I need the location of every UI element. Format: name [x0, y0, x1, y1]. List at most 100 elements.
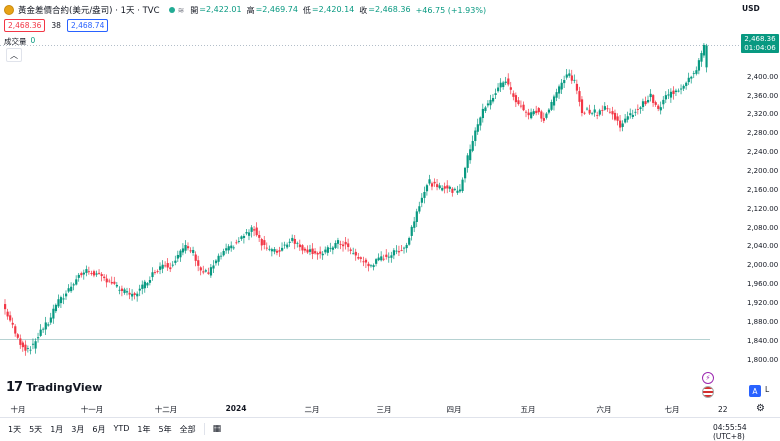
candle-body	[21, 342, 24, 348]
candle-body	[469, 149, 472, 161]
candle-body	[403, 247, 406, 249]
candle-body	[336, 240, 340, 244]
clock-timezone[interactable]: 04:55:54 (UTC+8)	[713, 423, 747, 441]
candle-body	[245, 232, 248, 234]
candle-body	[14, 326, 17, 334]
candle-body	[697, 60, 701, 71]
candle-body	[301, 245, 304, 251]
candle-body	[367, 263, 370, 267]
tradingview-logo[interactable]: 17 TradingView	[6, 380, 102, 395]
timeframe-4[interactable]: 6月	[92, 424, 106, 434]
candle-body	[314, 251, 317, 254]
timeframe-5[interactable]: YTD	[113, 423, 130, 433]
candle-body	[438, 185, 441, 189]
candle-body	[647, 99, 650, 103]
lightning-icon[interactable]: ⚡	[702, 372, 714, 384]
price-chart[interactable]	[0, 28, 740, 400]
candle-body	[586, 108, 589, 110]
time-axis-label: 二月	[304, 405, 320, 414]
us-flag-icon[interactable]	[702, 386, 714, 398]
candle-body	[344, 241, 347, 245]
candle-body	[357, 257, 360, 259]
candle-body	[466, 155, 469, 168]
candle-body	[372, 265, 375, 268]
candle-body	[39, 329, 42, 336]
candle-body	[380, 256, 383, 261]
candle-body	[258, 234, 261, 238]
candle-body	[133, 293, 136, 295]
candle-body	[436, 184, 439, 188]
log-scale-button[interactable]: L	[765, 385, 770, 394]
candle-body	[174, 260, 177, 263]
auto-scale-button[interactable]: A	[749, 385, 761, 397]
candle-body	[453, 188, 457, 190]
candle-body	[692, 73, 695, 75]
candle-body	[530, 112, 533, 119]
candle-body	[674, 90, 678, 93]
candle-body	[209, 267, 213, 276]
collapse-legend-button[interactable]: ︿	[6, 48, 22, 62]
timeframe-3[interactable]: 3月	[71, 424, 85, 434]
gear-icon[interactable]: ⚙	[756, 403, 765, 414]
time-axis-label: 十月	[10, 405, 26, 414]
candle-body	[291, 237, 294, 241]
candle-body	[334, 243, 337, 248]
gold-symbol-icon	[4, 5, 14, 15]
buy-price-button[interactable]: 2,468.74	[66, 19, 109, 32]
candle-body	[103, 276, 106, 279]
timeframe-8[interactable]: 全部	[179, 424, 196, 434]
candle-body	[141, 284, 144, 289]
candle-body	[702, 44, 706, 56]
candle-body	[349, 249, 352, 251]
ohlc-value-0: =2,422.01	[199, 4, 242, 14]
current-price: 2,468.36	[744, 35, 776, 43]
candle-body	[278, 250, 281, 252]
candle-body	[197, 260, 200, 266]
candle-body	[186, 246, 190, 249]
spread-value: 38	[51, 21, 61, 30]
candle-body	[499, 82, 502, 88]
ohlc-label-2: 低	[302, 5, 311, 15]
candle-body	[113, 281, 116, 284]
candle-body	[64, 293, 68, 297]
candle-body	[253, 229, 256, 231]
candle-body	[387, 256, 390, 258]
candle-body	[273, 249, 276, 252]
timeframe-6[interactable]: 1年	[137, 424, 151, 434]
candle-body	[11, 322, 14, 325]
candle-body	[31, 343, 35, 345]
candle-body	[189, 250, 192, 252]
candle-body	[100, 274, 103, 277]
candle-body	[171, 264, 174, 266]
volume-value: 0	[30, 36, 36, 45]
candle-body	[331, 247, 335, 250]
currency-label[interactable]: USD	[742, 4, 760, 13]
candle-body	[288, 241, 291, 243]
candle-body	[545, 113, 548, 118]
timeframe-0[interactable]: 1天	[8, 424, 22, 434]
candle-body	[303, 248, 307, 251]
symbol-title[interactable]: 黃金差價合約(美元/盎司) · 1天 · TVC	[18, 6, 160, 16]
price-axis-label: 2,400.00	[747, 72, 779, 81]
candle-body	[80, 273, 83, 276]
candle-body	[547, 109, 551, 113]
candle-body	[263, 240, 266, 245]
timeframe-2[interactable]: 1月	[50, 424, 64, 434]
ohlc-value-2: =2,420.14	[311, 4, 355, 14]
timeframe-7[interactable]: 5年	[158, 424, 172, 434]
candle-body	[433, 181, 436, 184]
current-price-tag: 2,468.36 01:04:06	[741, 34, 779, 53]
candle-body	[504, 81, 507, 83]
time-axis-label: 四月	[446, 405, 462, 414]
candle-body	[705, 45, 708, 68]
sell-price-button[interactable]: 2,468.36	[4, 19, 46, 32]
bar-countdown: 01:04:06	[744, 44, 776, 52]
candle-body	[62, 298, 65, 300]
candle-body	[19, 338, 22, 345]
calendar-range-icon[interactable]: ▦	[212, 424, 222, 434]
candle-body	[67, 288, 70, 292]
candle-body	[192, 249, 195, 253]
candle-body	[24, 344, 27, 351]
timeframe-1[interactable]: 5天	[29, 424, 43, 434]
candle-body	[687, 77, 690, 83]
